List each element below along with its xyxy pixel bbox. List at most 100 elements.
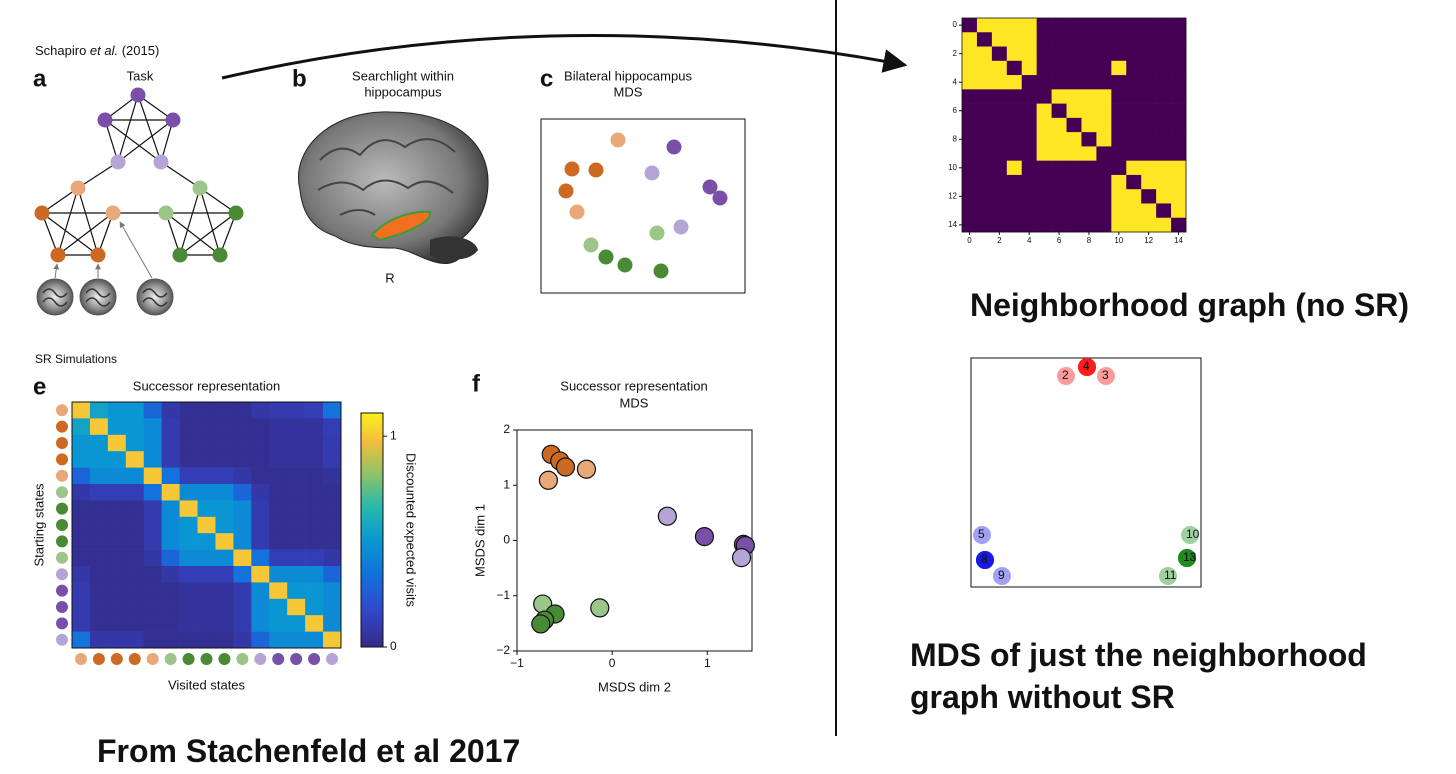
heatmap-cell bbox=[1126, 46, 1142, 62]
heatmap-cell bbox=[125, 582, 145, 600]
heatmap-cell bbox=[1066, 32, 1082, 47]
brain-image bbox=[298, 111, 489, 264]
state-dot bbox=[74, 653, 87, 665]
colorbar bbox=[360, 412, 384, 648]
heatmap-cell bbox=[323, 434, 342, 452]
graph-node bbox=[105, 205, 121, 221]
graph-edge bbox=[104, 119, 162, 163]
heatmap-cell bbox=[215, 615, 234, 632]
heatmap-cell bbox=[233, 451, 252, 468]
graph-edge bbox=[41, 212, 99, 256]
colorbar-label: Discounted expected visits bbox=[404, 453, 419, 607]
heatmap-cell bbox=[233, 598, 252, 616]
graph-edge bbox=[57, 187, 79, 256]
state-dot bbox=[56, 453, 68, 466]
heatmap-cell bbox=[1156, 117, 1172, 133]
heatmap-cell bbox=[305, 484, 324, 501]
graph-edge bbox=[117, 119, 174, 163]
y-tick-label: 10 bbox=[948, 163, 957, 172]
side-label: R bbox=[385, 270, 394, 285]
heatmap-cell bbox=[1111, 60, 1127, 76]
heatmap-cell bbox=[1096, 203, 1112, 219]
heatmap-cell bbox=[1096, 146, 1112, 161]
mds-node-label: 13 bbox=[1183, 550, 1197, 564]
heatmap-cell bbox=[215, 418, 234, 436]
heatmap-cell bbox=[976, 89, 993, 104]
state-dot bbox=[56, 568, 68, 581]
heatmap-cell bbox=[1156, 160, 1172, 176]
state-dot bbox=[110, 653, 123, 665]
heatmap-cell bbox=[287, 615, 306, 632]
heatmap-cell bbox=[125, 434, 145, 452]
heatmap-cell bbox=[125, 500, 145, 518]
heatmap-cell bbox=[143, 598, 162, 616]
heatmap-cell bbox=[962, 146, 978, 161]
mds-node-label: 3 bbox=[1102, 368, 1109, 382]
heatmap-cell bbox=[1036, 89, 1052, 104]
heatmap-cell bbox=[287, 402, 306, 419]
heatmap-cell bbox=[1171, 174, 1187, 190]
x-tick-label: 6 bbox=[1057, 236, 1062, 245]
heatmap-cell bbox=[1051, 174, 1067, 190]
panel-letter: e bbox=[33, 373, 46, 400]
heatmap-cell bbox=[1111, 89, 1127, 104]
heatmap-cell bbox=[251, 615, 270, 632]
heatmap-cell bbox=[323, 615, 342, 632]
heatmap-cell bbox=[1156, 103, 1172, 119]
heatmap-cell bbox=[1141, 132, 1157, 147]
heatmap-cell bbox=[1051, 75, 1067, 90]
scatter-point bbox=[538, 470, 558, 490]
heatmap-cell bbox=[161, 582, 180, 600]
heatmap-cell bbox=[1111, 32, 1127, 47]
graph-edge bbox=[117, 94, 139, 163]
heatmap-cell bbox=[215, 402, 234, 419]
heatmap-cell bbox=[323, 500, 342, 518]
state-dot bbox=[56, 420, 68, 433]
y-tick-label: 6 bbox=[953, 106, 958, 115]
heatmap-cell bbox=[251, 500, 270, 518]
heatmap-cell bbox=[125, 451, 145, 468]
heatmap-cell bbox=[251, 598, 270, 616]
heatmap-cell bbox=[1126, 217, 1142, 233]
heatmap-cell bbox=[305, 467, 324, 485]
heatmap-cell bbox=[323, 418, 342, 436]
y-tick-label: 8 bbox=[953, 134, 958, 143]
heatmap-cell bbox=[962, 75, 978, 90]
heatmap-cell bbox=[1006, 103, 1023, 119]
heatmap-cell bbox=[1171, 217, 1187, 233]
heatmap-cell bbox=[305, 402, 324, 419]
heatmap-cell bbox=[1006, 60, 1023, 76]
heatmap-cell bbox=[1081, 174, 1097, 190]
heatmap-cell bbox=[1081, 89, 1097, 104]
heatmap-cell bbox=[125, 615, 145, 632]
state-dot bbox=[56, 469, 68, 482]
heatmap-cell bbox=[1111, 189, 1127, 204]
heatmap-cell bbox=[1096, 132, 1112, 147]
heatmap-cell bbox=[125, 418, 145, 436]
heatmap-cell bbox=[125, 549, 145, 567]
heatmap-cell bbox=[1036, 217, 1052, 233]
heatmap-cell bbox=[1066, 174, 1082, 190]
heatmap-cell bbox=[1021, 103, 1037, 119]
heatmap-cell bbox=[1141, 160, 1157, 176]
heatmap-cell bbox=[89, 402, 109, 419]
heatmap-cell bbox=[1126, 146, 1142, 161]
heatmap-cell bbox=[143, 582, 162, 600]
heatmap-cell bbox=[215, 467, 234, 485]
state-dot bbox=[236, 653, 249, 665]
graph-node bbox=[34, 205, 50, 221]
heatmap-cell bbox=[323, 598, 342, 616]
scatter-point bbox=[590, 598, 610, 618]
heatmap-cell bbox=[233, 484, 252, 501]
heatmap-cell bbox=[107, 484, 127, 501]
heatmap-cell bbox=[233, 402, 252, 419]
heatmap-cell bbox=[179, 631, 198, 649]
heatmap-cell bbox=[197, 402, 216, 419]
x-tick-label: 14 bbox=[1174, 236, 1183, 245]
heatmap-cell bbox=[962, 18, 978, 33]
heatmap-cell bbox=[1111, 75, 1127, 90]
graph-edge bbox=[137, 94, 162, 163]
heatmap-cell bbox=[215, 582, 234, 600]
x-tick-label: 0 bbox=[967, 236, 972, 245]
heatmap-cell bbox=[1096, 174, 1112, 190]
